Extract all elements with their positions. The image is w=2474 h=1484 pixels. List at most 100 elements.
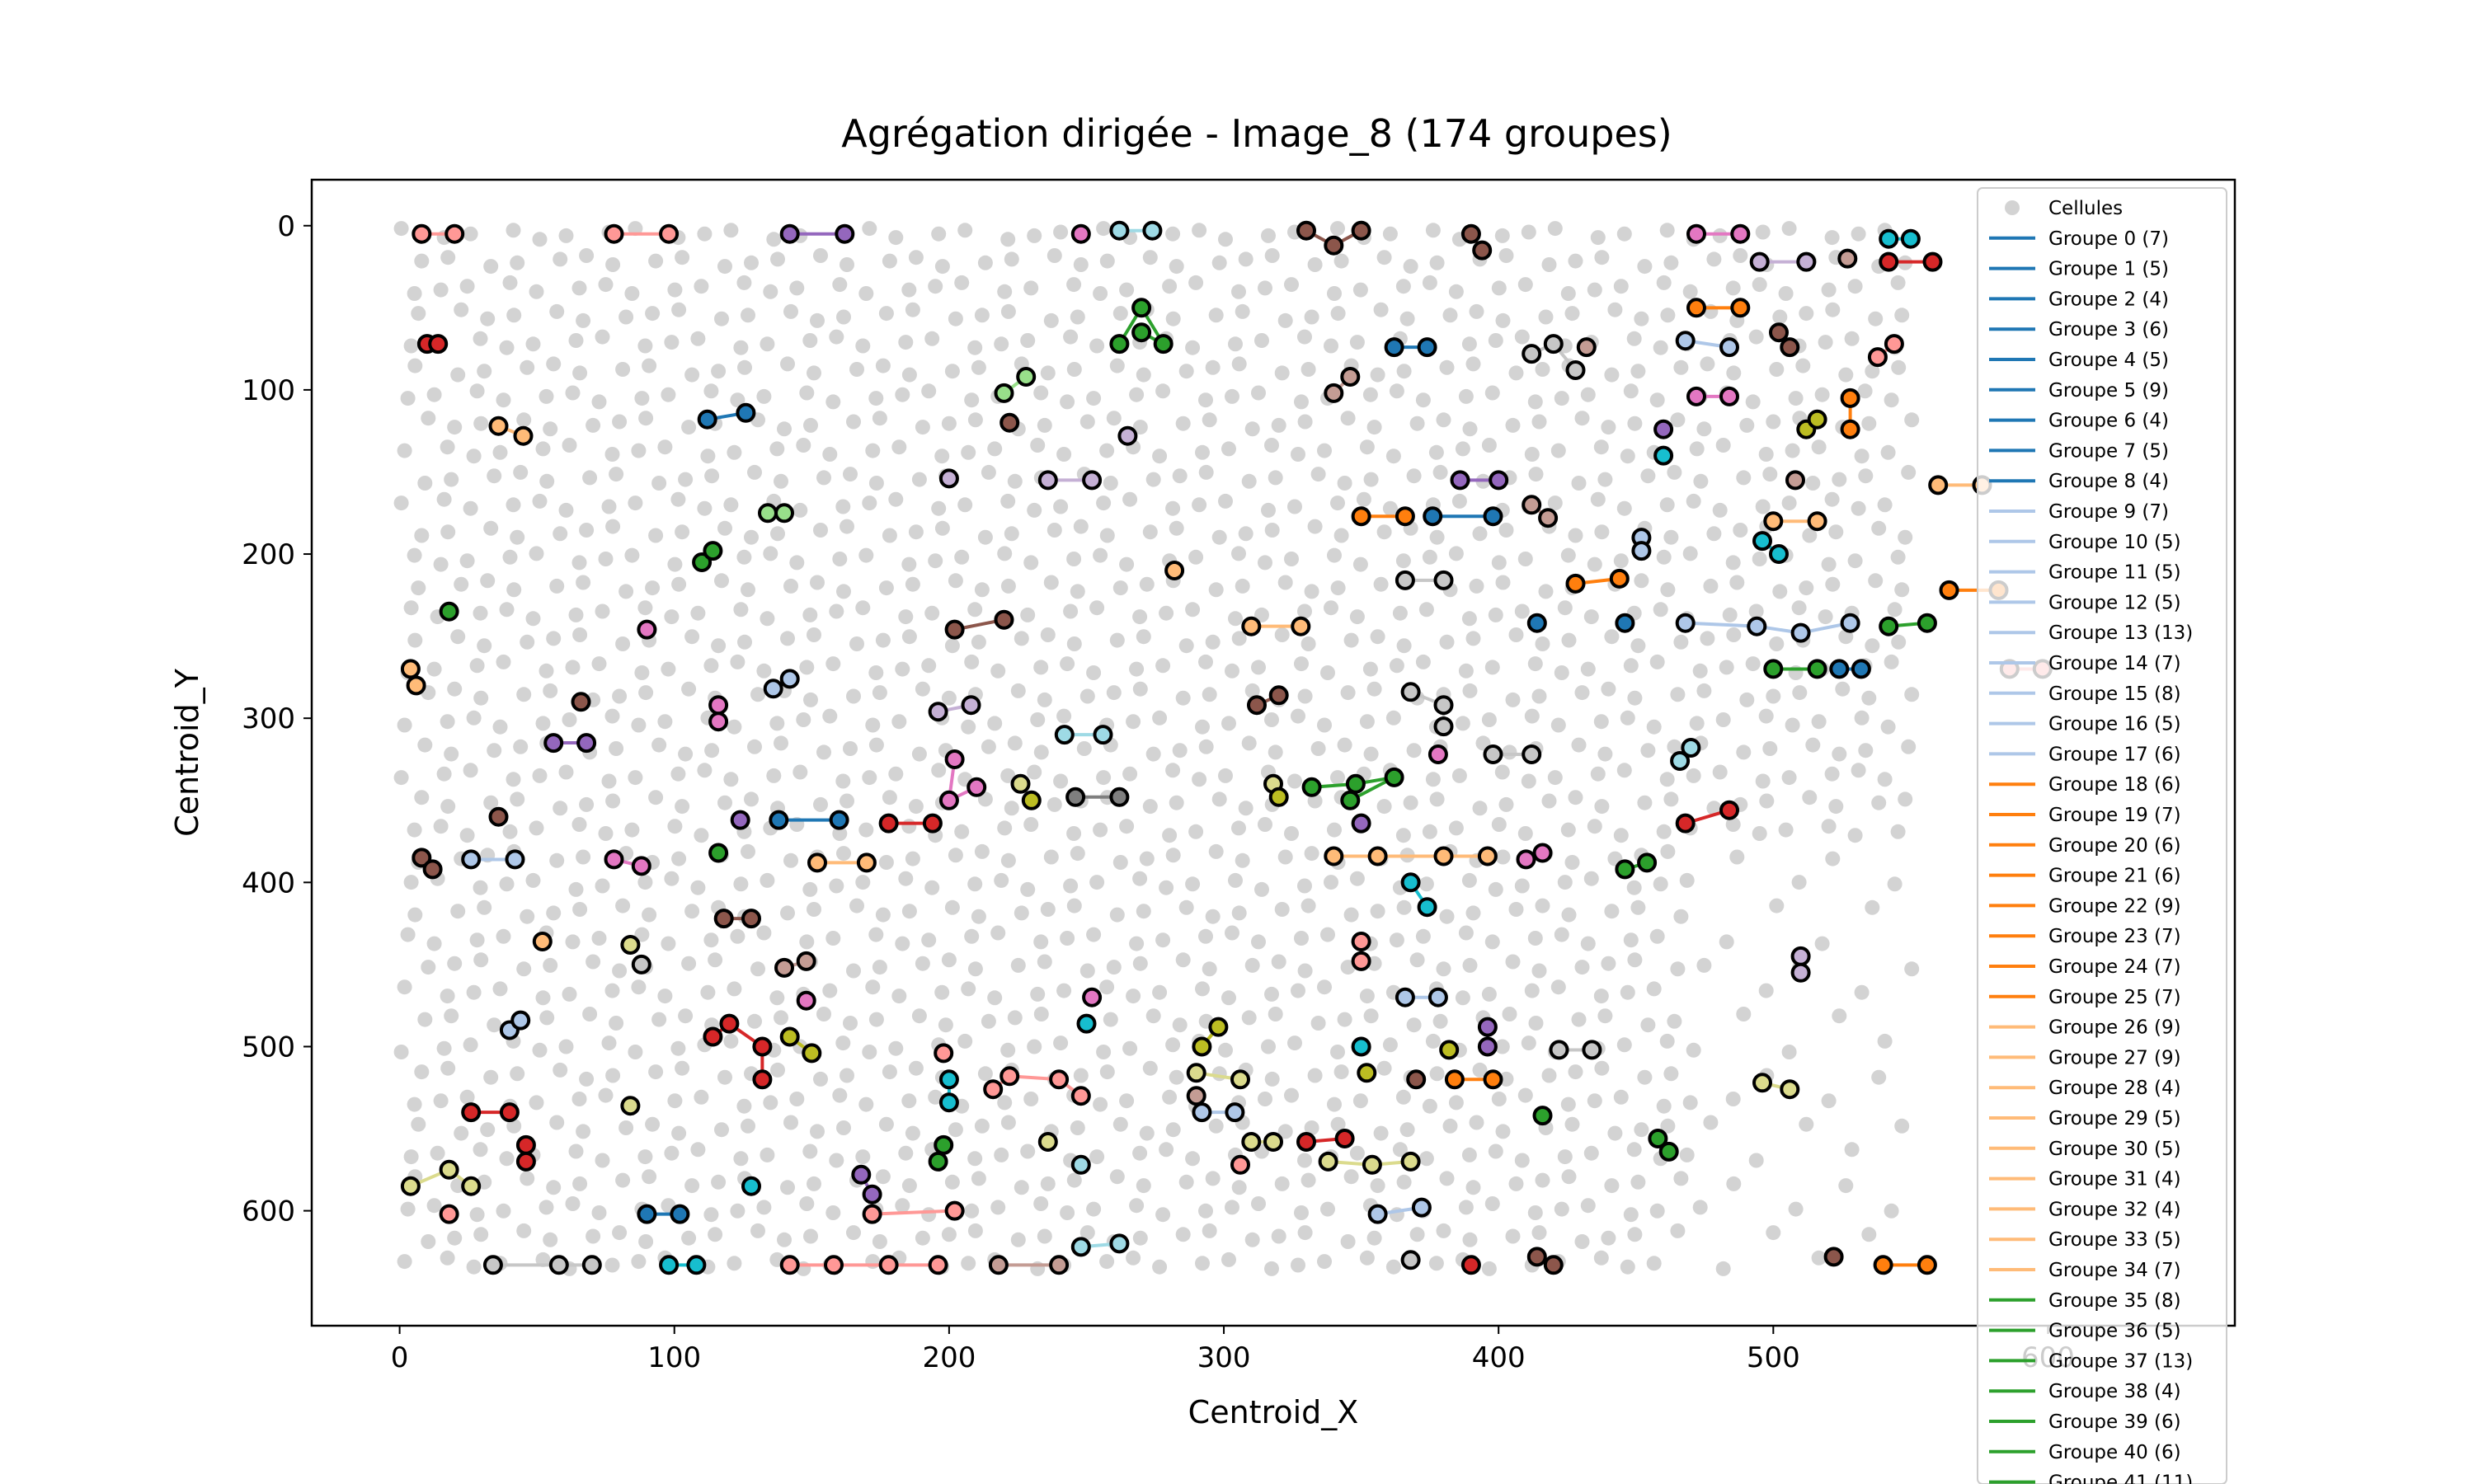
group-point [482, 1255, 503, 1275]
cell-point [1679, 872, 1695, 888]
cell-point [888, 1040, 904, 1056]
cell-point [1637, 259, 1653, 275]
cell-point [661, 387, 676, 402]
cell-point [700, 448, 716, 464]
group-point [1867, 347, 1888, 368]
cell-point [1554, 665, 1569, 680]
cell-point [1759, 793, 1775, 809]
group-point [406, 675, 426, 696]
cell-point [756, 925, 772, 941]
cell-point [671, 302, 687, 317]
cell-point [750, 687, 765, 702]
cell-point [1007, 735, 1023, 751]
cell-point [990, 1200, 1006, 1215]
cell-point [1320, 1201, 1335, 1217]
cell-point [1359, 1250, 1375, 1266]
cell-point [1132, 871, 1148, 886]
cell-point [1758, 983, 1774, 998]
group-point [505, 849, 525, 870]
cell-point [591, 394, 607, 410]
cell-point [770, 526, 785, 542]
cell-point [480, 1122, 496, 1138]
cell-point [1462, 1232, 1478, 1247]
cell-point [780, 1180, 795, 1195]
cell-point [921, 658, 937, 674]
group-point [1301, 777, 1322, 797]
cell-point [598, 1087, 614, 1103]
cell-point [558, 502, 574, 518]
cell-point [532, 768, 548, 783]
group-point [878, 1255, 899, 1275]
cell-point [829, 1153, 844, 1168]
cell-point [1337, 476, 1352, 491]
cell-point [393, 1045, 409, 1059]
cell-point [1202, 687, 1217, 702]
group-point [1384, 337, 1404, 358]
cell-point [1451, 768, 1467, 783]
legend-label: Groupe 6 (4) [2048, 411, 2169, 432]
group-point [994, 609, 1014, 630]
group-point [604, 223, 624, 244]
cell-point [454, 576, 469, 592]
cell-point [1656, 549, 1672, 565]
cell-point [1155, 658, 1171, 674]
cell-point [703, 932, 719, 948]
cell-point [657, 714, 673, 730]
cell-point [931, 226, 947, 242]
group-point [412, 223, 432, 244]
cell-point [769, 990, 785, 1006]
cell-point [1637, 1069, 1653, 1085]
cell-point [661, 936, 676, 951]
cell-point [882, 528, 897, 543]
cell-point [549, 578, 565, 594]
cell-point [1795, 358, 1811, 373]
cell-point [1653, 340, 1668, 355]
cell-point [624, 547, 640, 563]
cell-point [1627, 416, 1643, 431]
cell-point [750, 1223, 765, 1238]
cell-point [1373, 576, 1389, 592]
cell-point [1324, 600, 1338, 616]
cell-point [1689, 441, 1705, 457]
cell-point [793, 502, 808, 518]
cell-point [516, 412, 532, 428]
cell-point [1748, 1153, 1764, 1168]
cell-point [1089, 600, 1105, 616]
group-point [708, 843, 729, 863]
group-point [1037, 1132, 1058, 1152]
cell-point [1673, 1171, 1689, 1186]
cell-point [1891, 359, 1907, 375]
cell-point [1462, 683, 1478, 698]
cell-point [802, 607, 818, 622]
cell-point [990, 663, 1006, 679]
group-point [1186, 1086, 1206, 1106]
cell-point [813, 248, 828, 263]
cell-point [1063, 878, 1079, 894]
cell-point [571, 817, 587, 832]
cell-point [1297, 688, 1313, 704]
cell-point [1729, 575, 1745, 590]
cell-point [1020, 1144, 1036, 1159]
cell-point [546, 631, 562, 646]
group-point [1164, 561, 1185, 580]
group-point [774, 503, 794, 524]
cell-point [1395, 1089, 1411, 1105]
cell-point [637, 1149, 653, 1165]
group-point [934, 1134, 954, 1155]
cell-point [934, 259, 950, 275]
group-point [1675, 813, 1696, 834]
cell-point [981, 464, 996, 480]
cell-point [1560, 1097, 1576, 1112]
cell-point [1752, 277, 1767, 293]
cell-point [813, 796, 828, 812]
cell-point [796, 712, 811, 727]
cell-point [1330, 770, 1345, 786]
cell-point [957, 1033, 973, 1049]
cell-point [1587, 1093, 1602, 1109]
cell-point [684, 1178, 700, 1194]
cell-point [506, 497, 521, 513]
cell-point [393, 495, 409, 511]
cell-point [921, 383, 937, 399]
cell-point [1571, 737, 1587, 753]
cell-point [924, 331, 940, 346]
